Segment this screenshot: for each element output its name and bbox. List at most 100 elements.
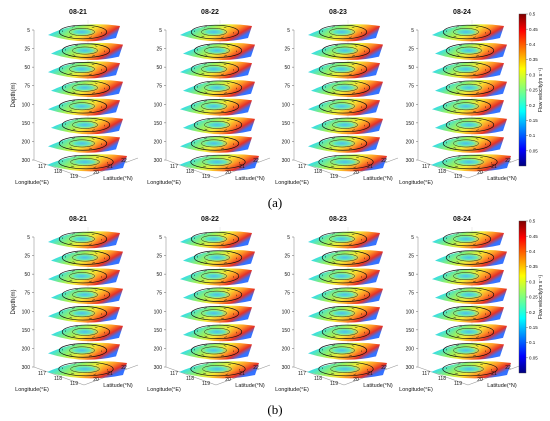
velocity-arrow — [332, 26, 335, 28]
depth-tick-label: 200 — [22, 139, 31, 145]
velocity-arrow — [353, 373, 357, 375]
eddy-core — [69, 46, 101, 55]
eddy-contour-inner — [329, 139, 355, 148]
depth-tick-label: 150 — [406, 121, 415, 127]
velocity-arrow — [331, 165, 334, 168]
velocity-arrow — [335, 288, 338, 291]
depth-slice-5m — [48, 231, 120, 249]
depth-slice-150m — [435, 117, 507, 135]
velocity-arrow — [477, 373, 481, 375]
velocity-arrow — [457, 363, 461, 365]
eddy-contour-outer — [321, 250, 371, 265]
depth-tick-label: 50 — [284, 272, 290, 278]
velocity-arrow — [453, 35, 457, 38]
longitude-tick-label: 118 — [54, 169, 62, 175]
velocity-arrow — [207, 81, 210, 84]
eddy-core — [198, 64, 230, 74]
velocity-arrow — [72, 128, 76, 130]
colorbar-tick-label: 0.3 — [529, 279, 536, 284]
eddy-core — [201, 327, 233, 337]
velocity-arrow — [476, 92, 479, 94]
longitude-axis — [165, 159, 217, 179]
panel-title: 08-22 — [201, 9, 219, 16]
velocity-arrow — [453, 354, 457, 356]
eddy-core — [69, 290, 101, 300]
velocity-arrow — [92, 55, 95, 57]
velocity-arrow — [75, 119, 78, 121]
velocity-arrow — [201, 242, 205, 245]
depth-tick-label: 75 — [284, 84, 290, 90]
depth-slice-300m — [307, 361, 387, 379]
depth-slice-200m — [308, 342, 380, 360]
depth-slice-150m — [435, 324, 507, 342]
eddy-contour-inner — [72, 83, 98, 92]
depth-tick-label: 25 — [408, 254, 414, 260]
velocity-arrow — [201, 317, 205, 319]
row-b-caption: (b) — [267, 402, 282, 417]
panel-row-a: 08-21 5 25 50 75 100 150 200 300 Depth(m) 117 118 11… — [11, 9, 544, 186]
eddy-core — [201, 46, 233, 55]
eddy-core — [199, 364, 235, 374]
depth-slice-200m — [180, 342, 252, 360]
velocity-arrow — [335, 326, 338, 328]
longitude-tick-label: 117 — [38, 164, 46, 170]
depth-tick-label: 200 — [406, 346, 415, 352]
depth-tick-label: 50 — [24, 272, 30, 278]
velocity-arrow — [352, 299, 355, 301]
velocity-arrow — [224, 55, 227, 57]
eddy-contour-inner — [456, 121, 482, 129]
eddy-contour-outer — [190, 343, 240, 358]
eddy-contour-outer — [442, 99, 492, 114]
velocity-arrow — [475, 26, 479, 29]
velocity-arrow — [72, 137, 75, 139]
longitude-tick-label: 118 — [54, 376, 62, 382]
eddy-contour-inner — [329, 102, 355, 111]
velocity-arrow — [332, 335, 336, 337]
latitude-tick-label: 22 — [505, 365, 511, 371]
depth-tick-label: 50 — [408, 272, 414, 278]
eddy-contour-inner — [69, 309, 95, 318]
velocity-arrow — [475, 101, 479, 103]
depth-slice-5m — [180, 231, 252, 249]
velocity-arrow — [225, 166, 229, 168]
velocity-arrow — [351, 101, 355, 103]
longitude-axis — [417, 159, 469, 179]
velocity-arrow — [349, 355, 352, 357]
eddy-contour-outer — [442, 343, 492, 358]
eddy-contour-outer — [321, 43, 371, 58]
velocity-arrow — [204, 344, 207, 346]
velocity-arrow — [89, 243, 92, 245]
eddy-core — [66, 139, 98, 148]
eddy-contour-outer — [58, 99, 108, 114]
eddy-core — [67, 364, 103, 374]
velocity-arrow — [94, 119, 98, 121]
latitude-tick-label: 22 — [381, 365, 387, 371]
velocity-arrow — [226, 82, 230, 84]
eddy-contour-inner — [69, 272, 95, 280]
velocity-arrow — [332, 91, 336, 93]
velocity-arrow — [456, 54, 460, 56]
latitude-tick-label: 21 — [107, 371, 113, 377]
velocity-arrow — [201, 73, 205, 75]
latitude-tick-label: 22 — [505, 158, 511, 164]
velocity-arrow — [94, 289, 98, 291]
eddy-core — [327, 157, 363, 167]
velocity-arrow — [354, 82, 358, 84]
panel-a-08-22: 08-22 5 25 50 75 100 150 200 300 117 118 119 Longitu… — [147, 9, 271, 186]
longitude-axis — [293, 159, 345, 179]
eddy-core — [66, 308, 98, 318]
eddy-contour-outer — [61, 250, 111, 265]
eddy-core — [326, 139, 358, 148]
velocity-arrow — [75, 251, 78, 253]
depth-slice-300m — [179, 154, 259, 172]
eddy-contour-outer — [445, 117, 495, 133]
panel-b-08-21: 08-21 5 25 50 75 100 150 200 300 Depth(m) 117 118 11… — [11, 216, 139, 393]
latitude-tick-label: 21 — [107, 164, 113, 170]
velocity-arrow — [332, 344, 335, 346]
velocity-arrow — [72, 233, 75, 235]
depth-axis-label: Depth(m) — [11, 82, 17, 107]
longitude-tick-label: 117 — [298, 371, 306, 377]
depth-slice-75m — [183, 287, 255, 305]
eddy-contour-outer — [58, 136, 108, 151]
depth-tick-label: 150 — [22, 328, 31, 334]
